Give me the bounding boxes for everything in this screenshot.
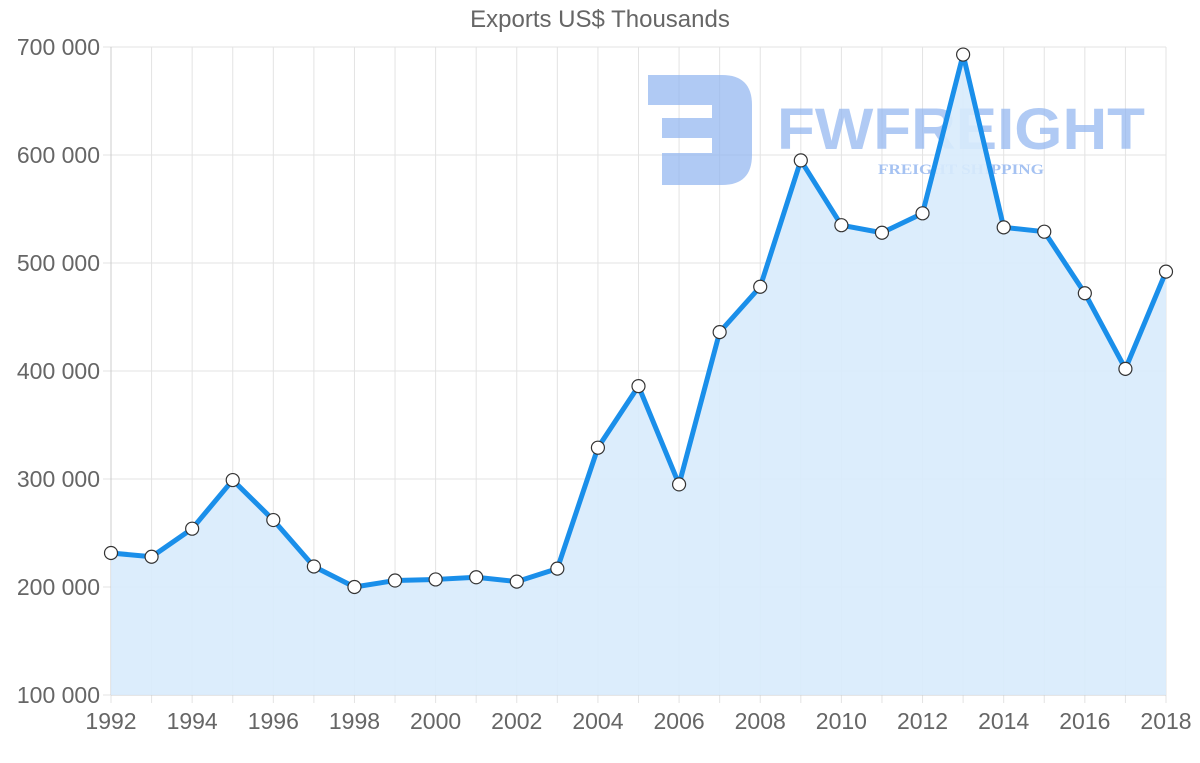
x-tick-label: 2004 <box>572 708 623 734</box>
y-tick-label: 100 000 <box>17 682 100 708</box>
data-point[interactable]: 1992: 231500 <box>103 545 119 561</box>
watermark-logo: FWFREIGHT FREIGHT SHIPPING <box>648 75 1145 185</box>
y-axis: 100 000 200 000 300 000 400 000 500 000 600 0… <box>17 34 100 708</box>
data-points: 1992: 231500 1993: 228000 1994: 254000 1995… <box>103 47 1174 595</box>
fw-logo-icon <box>648 75 752 185</box>
x-tick-label: 1992 <box>85 708 136 734</box>
area-fill <box>111 54 1166 696</box>
area-fill-shape <box>111 54 1166 696</box>
x-tick-label: 2014 <box>978 708 1029 734</box>
y-tick-label: 600 000 <box>17 142 100 168</box>
data-point[interactable]: 1993: 228000 <box>144 549 159 564</box>
data-point[interactable]: 1994: 254000 <box>185 521 200 536</box>
data-point[interactable]: 1996: 262000 <box>266 512 281 528</box>
x-tick-label: 2002 <box>491 708 542 734</box>
x-tick-label: 1994 <box>167 708 218 734</box>
data-point[interactable]: 2005: 386000 <box>631 379 646 394</box>
data-point[interactable]: 2001: 209000 <box>469 570 484 585</box>
data-point[interactable]: 2009: 595000 <box>793 153 808 168</box>
data-point[interactable]: 2014: 533000 <box>996 220 1011 235</box>
x-tick-label: 2018 <box>1140 708 1191 734</box>
x-tick-label: 2000 <box>410 708 461 734</box>
data-point[interactable]: 2007: 436000 <box>712 325 727 340</box>
y-tick-label: 500 000 <box>17 250 100 276</box>
data-point[interactable]: 2016: 472000 <box>1077 286 1092 301</box>
y-tick-label: 700 000 <box>17 34 100 60</box>
x-tick-label: 2010 <box>816 708 867 734</box>
x-tick-label: 2006 <box>653 708 704 734</box>
y-tick-label: 300 000 <box>17 466 100 492</box>
x-tick-label: 1996 <box>248 708 299 734</box>
x-tick-label: 2008 <box>735 708 786 734</box>
data-point[interactable]: 2008: 478000 <box>753 279 768 294</box>
x-tick-label: 2016 <box>1059 708 1110 734</box>
x-tick-label: 2012 <box>897 708 948 734</box>
data-point[interactable]: 2011: 528000 <box>874 225 890 240</box>
data-point[interactable]: 1999: 206000 <box>387 573 403 588</box>
data-point[interactable]: 2012: 546000 <box>915 206 930 221</box>
data-point[interactable]: 2015: 529000 <box>1037 224 1052 239</box>
data-point[interactable]: 2017: 402000 <box>1118 361 1133 376</box>
data-point[interactable]: 1995: 299000 <box>225 472 240 488</box>
data-point[interactable]: 2006: 295000 <box>671 477 687 492</box>
y-tick-label: 200 000 <box>17 574 100 600</box>
data-point[interactable]: 2000: 207000 <box>428 572 443 587</box>
data-point[interactable]: 2004: 329000 <box>590 440 606 455</box>
data-point[interactable]: 2013: 693000 <box>956 47 971 62</box>
x-axis: 1992 1994 1996 1998 2000 2002 2004 2006 2008 2010… <box>85 708 1191 734</box>
y-tick-label: 400 000 <box>17 358 100 384</box>
data-point[interactable]: 2010: 535000 <box>834 218 849 233</box>
data-point[interactable]: 2002: 205000 <box>509 574 524 589</box>
data-point[interactable]: 2018: 492000 <box>1158 264 1174 279</box>
x-tick-label: 1998 <box>329 708 380 734</box>
data-point[interactable]: 2003: 217000 <box>550 561 565 576</box>
chart-title: Exports US$ Thousands <box>470 6 730 33</box>
data-point[interactable]: 1997: 219000 <box>306 559 321 574</box>
